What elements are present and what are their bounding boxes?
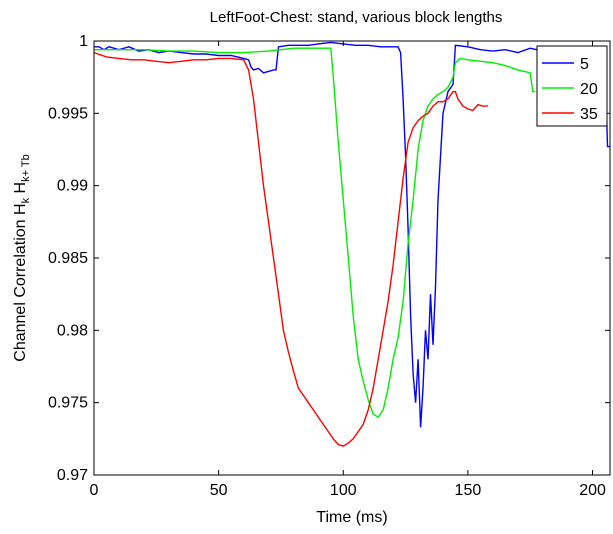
series-line-20 [94, 47, 536, 419]
y-axis-label-main: Channel Correlation H [12, 203, 29, 361]
y-axis: 0.97 0.975 0.98 0.985 0.99 0.995 1 [48, 33, 610, 484]
y-tick-label: 0.98 [57, 322, 88, 339]
x-tick-label: 100 [330, 482, 357, 499]
y-axis-label: Channel Correlation Hk Hk+ Tb [12, 154, 32, 361]
y-tick-label: 0.995 [48, 105, 88, 122]
plot-area-frame [93, 40, 611, 476]
series-lines [93, 41, 610, 447]
legend-label-5: 5 [580, 56, 589, 73]
x-tick-label: 150 [455, 482, 482, 499]
chart-title: LeftFoot-Chest: stand, various block len… [210, 9, 503, 26]
x-tick-label: 200 [579, 482, 606, 499]
x-tick-label: 50 [210, 482, 228, 499]
series-line-5 [94, 41, 610, 428]
y-tick-label: 0.985 [48, 250, 88, 267]
x-axis: 0 50 100 150 200 [90, 41, 606, 499]
y-tick-label: 0.97 [57, 467, 88, 484]
legend-label-20: 20 [580, 81, 598, 98]
x-tick-label: 0 [90, 482, 99, 499]
legend-label-35: 35 [580, 106, 598, 123]
y-axis-label-sub1: k [20, 197, 32, 203]
y-axis-label-mid: H [12, 182, 29, 198]
y-axis-label-sub2: k+ Tb [20, 154, 32, 182]
y-tick-label: 0.99 [57, 178, 88, 195]
legend: 5 20 35 [536, 45, 608, 127]
series-line-35 [93, 51, 488, 447]
x-axis-label: Time (ms) [316, 509, 387, 526]
y-tick-label: 1 [79, 33, 88, 50]
y-tick-label: 0.975 [48, 395, 88, 412]
